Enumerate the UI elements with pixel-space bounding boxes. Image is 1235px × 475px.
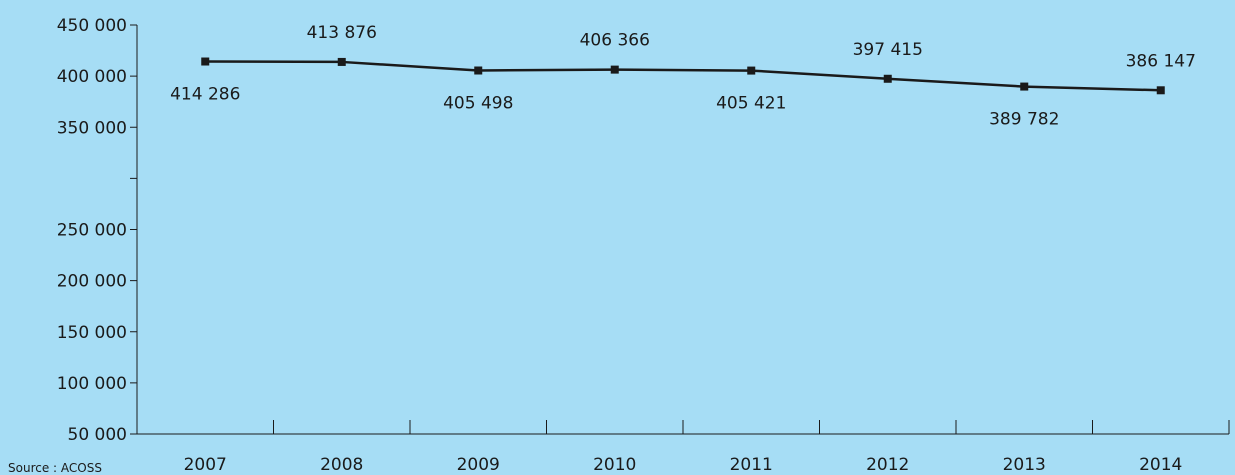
source-note: Source : ACOSS — [8, 461, 102, 475]
data-point-marker — [337, 57, 346, 66]
x-axis-ticks: 2007 2008 2009 2010 2011 2012 2013 2014 — [184, 420, 1230, 475]
y-tick-label: 450 000 — [57, 16, 127, 36]
data-point-marker — [474, 66, 483, 75]
x-tick-label: 2011 — [730, 455, 773, 475]
y-tick-label: 200 000 — [57, 272, 127, 292]
data-labels: 414 286 413 876 405 498 406 366 405 421 397 4… — [170, 23, 1196, 130]
data-label: 386 147 — [1126, 51, 1196, 71]
data-point-marker — [610, 65, 619, 74]
data-label: 413 876 — [307, 23, 377, 43]
y-tick-label: 250 000 — [57, 221, 127, 241]
data-label: 397 415 — [853, 40, 923, 60]
x-tick-label: 2009 — [457, 455, 500, 475]
data-point-marker — [1020, 82, 1029, 91]
data-label: 406 366 — [580, 31, 650, 51]
y-tick-label: 100 000 — [57, 374, 127, 394]
y-tick-label: 350 000 — [57, 118, 127, 138]
y-tick-label: 50 000 — [68, 425, 127, 445]
x-tick-label: 2012 — [866, 455, 909, 475]
data-label: 389 782 — [989, 110, 1059, 130]
x-tick-label: 2010 — [593, 455, 636, 475]
y-axis-ticks: 50 000 100 000 150 000 200 000 250 000 350 00… — [57, 16, 137, 445]
y-tick-label: 400 000 — [57, 67, 127, 87]
x-tick-label: 2007 — [184, 455, 227, 475]
y-tick-label: 150 000 — [57, 323, 127, 343]
data-label: 405 498 — [443, 94, 513, 114]
data-point-marker — [201, 57, 210, 66]
x-tick-label: 2008 — [320, 455, 363, 475]
data-point-marker — [1156, 86, 1165, 95]
data-label: 414 286 — [170, 85, 240, 105]
series-line — [205, 60, 1161, 92]
x-tick-label: 2013 — [1003, 455, 1046, 475]
x-tick-label: 2014 — [1139, 455, 1182, 475]
data-label: 405 421 — [716, 94, 786, 114]
data-point-marker — [747, 66, 756, 75]
data-point-marker — [883, 74, 892, 83]
series-group — [201, 57, 1165, 95]
